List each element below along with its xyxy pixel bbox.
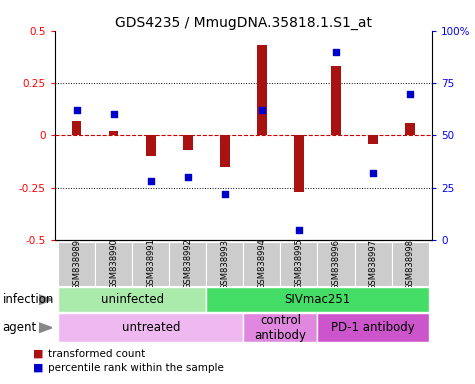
Point (147, 178, 155, 184)
Title: GDS4235 / MmugDNA.35818.1.S1_at: GDS4235 / MmugDNA.35818.1.S1_at (115, 16, 372, 30)
Point (184, 174, 192, 180)
Text: GSM838990: GSM838990 (109, 238, 118, 290)
Bar (146, 136, 155, 156)
Bar (58, 287, 207, 312)
Text: GSM838995: GSM838995 (294, 238, 304, 290)
Bar (243, 313, 317, 342)
Bar (257, 45, 266, 136)
Bar (58, 313, 243, 342)
Point (73, 107, 81, 113)
Text: untreated: untreated (122, 321, 180, 334)
Point (369, 170, 377, 176)
Bar (207, 287, 428, 312)
Bar (317, 313, 428, 342)
Bar (354, 242, 391, 286)
Text: infection: infection (2, 293, 54, 306)
Text: control
antibody: control antibody (255, 314, 306, 342)
Text: GSM838998: GSM838998 (406, 238, 415, 290)
Text: SIVmac251: SIVmac251 (285, 293, 351, 306)
Text: PD-1 antibody: PD-1 antibody (331, 321, 415, 334)
Text: GSM838997: GSM838997 (369, 238, 378, 290)
Bar (317, 242, 354, 286)
Text: percentile rank within the sample: percentile rank within the sample (48, 363, 223, 373)
Bar (95, 242, 133, 286)
Polygon shape (39, 295, 52, 305)
Text: ■: ■ (33, 363, 44, 373)
Bar (405, 123, 415, 136)
Text: GSM838991: GSM838991 (146, 238, 155, 290)
Text: GSM838992: GSM838992 (183, 238, 192, 290)
Text: ■: ■ (33, 349, 44, 359)
Bar (207, 242, 244, 286)
Bar (220, 136, 229, 167)
Text: agent: agent (2, 321, 37, 334)
Text: GSM838989: GSM838989 (72, 238, 81, 290)
Bar (280, 242, 317, 286)
Bar (170, 242, 207, 286)
Bar (58, 242, 95, 286)
Bar (183, 136, 192, 150)
Bar (109, 131, 118, 136)
Text: uninfected: uninfected (101, 293, 164, 306)
Point (110, 111, 118, 118)
Text: GSM838993: GSM838993 (220, 238, 229, 290)
Point (295, 227, 303, 233)
Bar (332, 66, 341, 136)
Bar (294, 136, 304, 192)
Bar (369, 136, 378, 144)
Polygon shape (39, 323, 52, 333)
Bar (391, 242, 428, 286)
Text: transformed count: transformed count (48, 349, 145, 359)
Point (221, 191, 229, 197)
Text: GSM838994: GSM838994 (257, 238, 266, 290)
Bar (72, 121, 82, 136)
Point (332, 48, 340, 55)
Point (258, 107, 266, 113)
Point (406, 90, 414, 96)
Text: GSM838996: GSM838996 (332, 238, 341, 290)
Bar (133, 242, 170, 286)
Bar (243, 242, 280, 286)
